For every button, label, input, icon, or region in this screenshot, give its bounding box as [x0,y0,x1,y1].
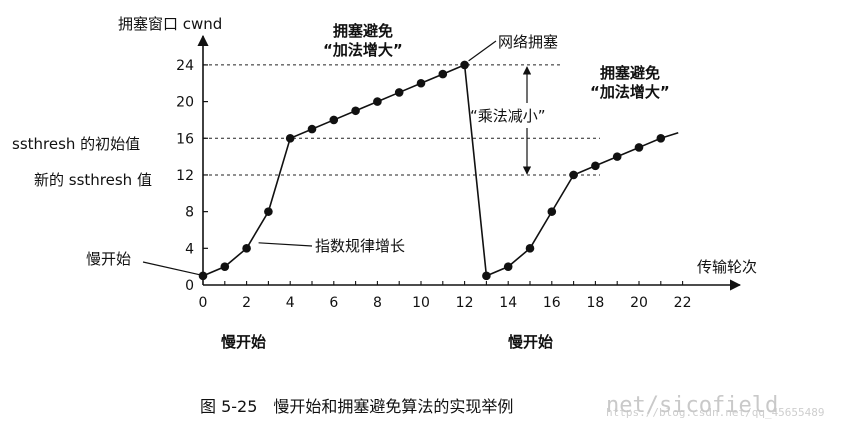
y-tick-label: 24 [176,58,194,74]
figure-caption: 图 5-25 慢开始和拥塞避免算法的实现举例 [200,397,513,416]
ca-subtitle-1: “加法增大” [323,41,403,59]
data-point [460,60,469,70]
data-point [591,161,600,171]
data-point [547,207,557,216]
congestion-leader [468,40,497,62]
x-tick-label: 14 [499,295,517,311]
data-point [482,271,491,281]
x-axis-label: 传输轮次 [697,258,757,276]
x-tick-label: 22 [674,295,692,311]
data-point [656,133,666,143]
x-tick-label: 16 [543,295,561,311]
data-point [503,262,513,271]
y-tick-label: 16 [176,131,194,147]
congestion-label: 网络拥塞 [498,33,558,51]
data-point [438,69,448,79]
watermark-url: https://blog.csdn.net/qq_45655489 [606,406,825,419]
data-point [285,133,295,143]
ca-title-1: 拥塞避免 [333,22,393,40]
congestion-drop-line [463,64,488,276]
multiplicative-decrease-label: “乘法减小” [470,107,546,125]
data-point [329,115,339,125]
x-tick-label: 18 [586,295,604,311]
phase-slow-start-1: 慢开始 [221,333,266,351]
x-tick-label: 12 [456,295,474,311]
ca-title-2: 拥塞避免 [600,64,660,82]
x-tick-label: 10 [412,295,430,311]
y-tick-label: 4 [185,241,194,257]
y-tick-label: 12 [176,168,194,184]
ca-subtitle-2: “加法增大” [590,83,670,101]
x-tick-label: 4 [286,295,295,311]
data-point [220,262,230,271]
data-point [351,106,360,116]
y-tick-label: 0 [185,278,194,294]
watermark-text: net/sicofield [606,393,778,418]
x-tick-label: 20 [630,295,648,311]
series-2-line [486,137,662,277]
ssthresh-initial-label: ssthresh 的初始值 [12,135,140,153]
data-point [416,78,426,88]
slow-start-left-label: 慢开始 [86,250,131,268]
exponential-growth-leader [258,242,313,247]
data-point [307,124,317,134]
x-tick-label: 2 [242,295,251,311]
y-axis-label: 拥塞窗口 cwnd [118,15,222,33]
data-point [242,244,251,253]
ssthresh-new-label: 新的 ssthresh 值 [34,171,152,189]
data-point [569,170,578,180]
exponential-growth-label: 指数规律增长 [315,237,405,255]
data-point [525,244,535,253]
data-point [264,207,273,216]
y-tick-label: 20 [176,95,194,111]
data-point [198,271,208,281]
x-tick-label: 8 [373,295,382,311]
x-tick-label: 0 [199,295,208,311]
data-point [373,97,382,106]
data-point [634,143,644,152]
phase-slow-start-2: 慢开始 [508,333,553,351]
slow-start-leader [142,261,201,276]
y-tick-label: 8 [185,205,194,221]
data-point [394,88,404,97]
data-point [612,152,622,161]
x-tick-label: 6 [329,295,338,311]
